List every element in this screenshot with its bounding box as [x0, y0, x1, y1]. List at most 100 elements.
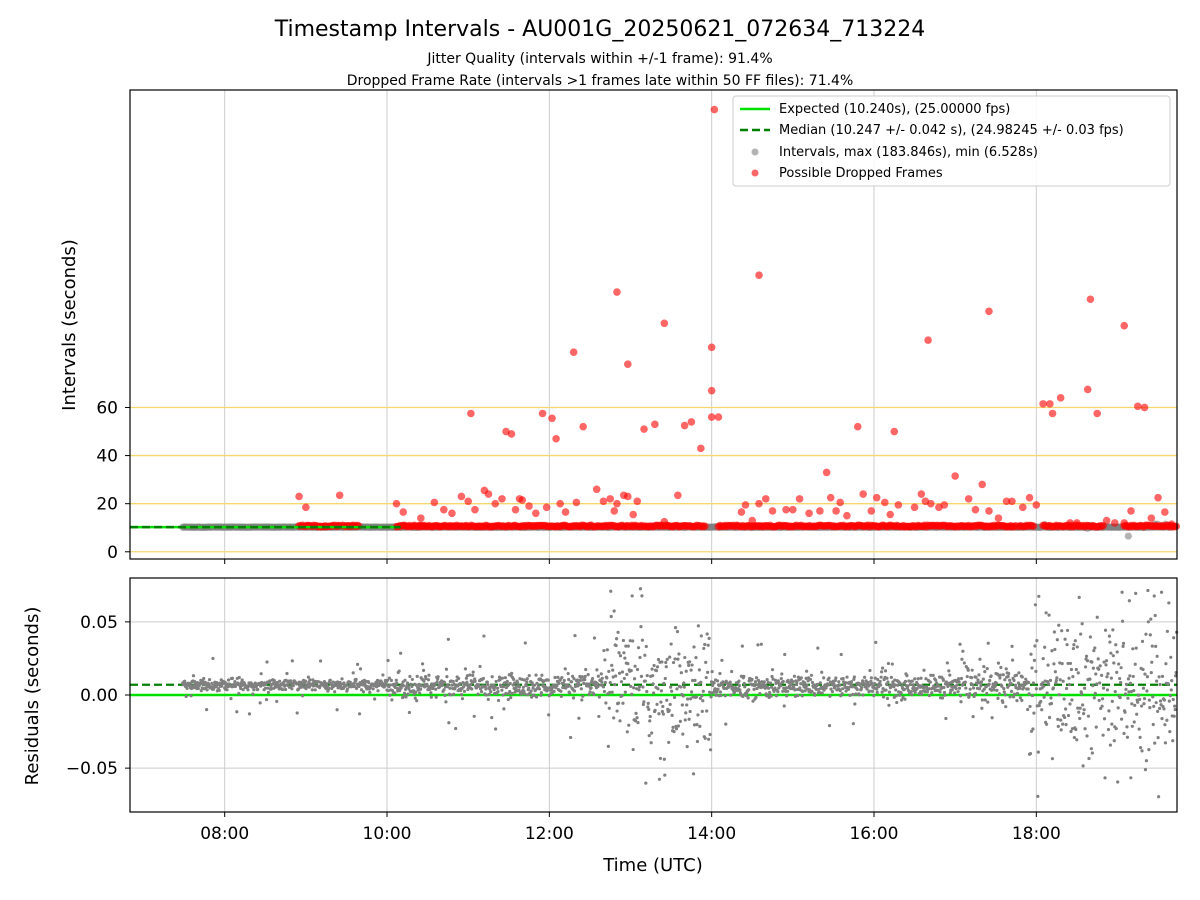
residual-point [661, 704, 665, 709]
residual-point [295, 711, 299, 715]
residual-point [959, 676, 964, 681]
residual-point [1086, 714, 1091, 718]
residual-point [645, 689, 649, 694]
residuals-y-tick-label: 0.00 [80, 686, 118, 706]
residual-point [987, 682, 991, 686]
dropped-frame-point [789, 505, 797, 514]
residual-point [1171, 697, 1175, 702]
dropped-frame-point [978, 480, 987, 489]
residual-point [947, 669, 951, 673]
residual-point [1155, 654, 1159, 658]
residual-point [1096, 657, 1100, 661]
residual-point [779, 676, 783, 681]
residual-point [957, 686, 962, 690]
residual-point [621, 638, 626, 643]
residual-point [681, 694, 685, 698]
residual-point [671, 660, 676, 665]
residual-point [513, 689, 518, 693]
residual-point [546, 678, 550, 682]
residual-point [942, 690, 947, 695]
residual-point [1027, 680, 1031, 685]
residual-point [608, 690, 612, 694]
residual-point [849, 680, 854, 684]
residual-point [1061, 722, 1065, 726]
residual-point [275, 699, 279, 703]
residual-point [676, 724, 681, 728]
residual-point [1033, 603, 1037, 607]
residual-point [930, 691, 934, 695]
residual-point [201, 679, 205, 683]
residual-point [1077, 595, 1081, 599]
residual-point [553, 675, 557, 680]
dropped-frame-point [467, 409, 475, 418]
residual-point [233, 679, 237, 684]
residual-point [765, 694, 769, 698]
residual-point [816, 646, 820, 650]
residual-point [916, 677, 920, 681]
residual-point [1128, 674, 1132, 678]
residual-point [854, 692, 858, 696]
residual-point [1078, 716, 1082, 721]
residual-point [471, 673, 475, 677]
residual-point [1043, 645, 1047, 649]
residual-point [401, 684, 406, 688]
dropped-frame-point [795, 495, 804, 503]
dropped-frame-point [491, 499, 500, 508]
residual-point [940, 696, 945, 700]
dropped-frame-point [599, 497, 608, 506]
residual-point [524, 684, 528, 688]
residual-point [865, 687, 869, 691]
residual-point [501, 685, 506, 689]
residual-point [1082, 686, 1087, 690]
residual-point [486, 683, 490, 687]
residual-point [394, 678, 398, 682]
residual-point [207, 682, 211, 687]
residual-point [614, 643, 618, 648]
residual-point [610, 663, 614, 667]
residual-point [1101, 697, 1105, 701]
residual-point [259, 672, 263, 676]
residual-point [1125, 735, 1130, 739]
residual-point [1141, 686, 1146, 690]
residual-point [641, 685, 645, 689]
dropped-frame-point [853, 422, 862, 431]
residual-point [737, 684, 742, 688]
residual-point [189, 694, 193, 698]
dropped-frame-point [994, 514, 1003, 522]
residual-point [886, 661, 891, 666]
residual-point [754, 695, 758, 699]
residuals-y-tick-label: −0.05 [66, 759, 118, 779]
dropped-frame-point [859, 490, 867, 498]
dropped-frame-point [1133, 402, 1142, 411]
residual-point [630, 692, 634, 696]
residual-point [534, 673, 538, 677]
residual-point [595, 668, 599, 672]
residual-point [1169, 655, 1173, 659]
residual-point [583, 674, 587, 679]
residual-point [390, 698, 394, 702]
residual-point [513, 681, 517, 685]
residual-point [780, 672, 784, 676]
residual-point [659, 700, 663, 704]
residual-point [414, 690, 418, 694]
dropped-frame-point [1025, 493, 1034, 502]
dropped-frame-point [701, 522, 709, 531]
residual-point [504, 691, 508, 696]
dropped-frame-point [548, 414, 556, 423]
residual-point [766, 680, 770, 685]
residual-point [887, 690, 892, 694]
residual-point [1069, 667, 1074, 672]
residual-point [1091, 666, 1095, 670]
residual-point [806, 679, 810, 683]
residual-point [955, 683, 959, 687]
dropped-frame-point [687, 418, 696, 426]
residual-point [898, 681, 902, 685]
residual-point [851, 692, 855, 697]
residual-point [505, 679, 509, 683]
dropped-frame-point [805, 509, 813, 518]
residual-point [462, 689, 467, 693]
dropped-frame-point [1147, 514, 1156, 522]
residual-point [988, 678, 992, 683]
residual-point [381, 673, 385, 677]
residual-point [1143, 672, 1147, 676]
